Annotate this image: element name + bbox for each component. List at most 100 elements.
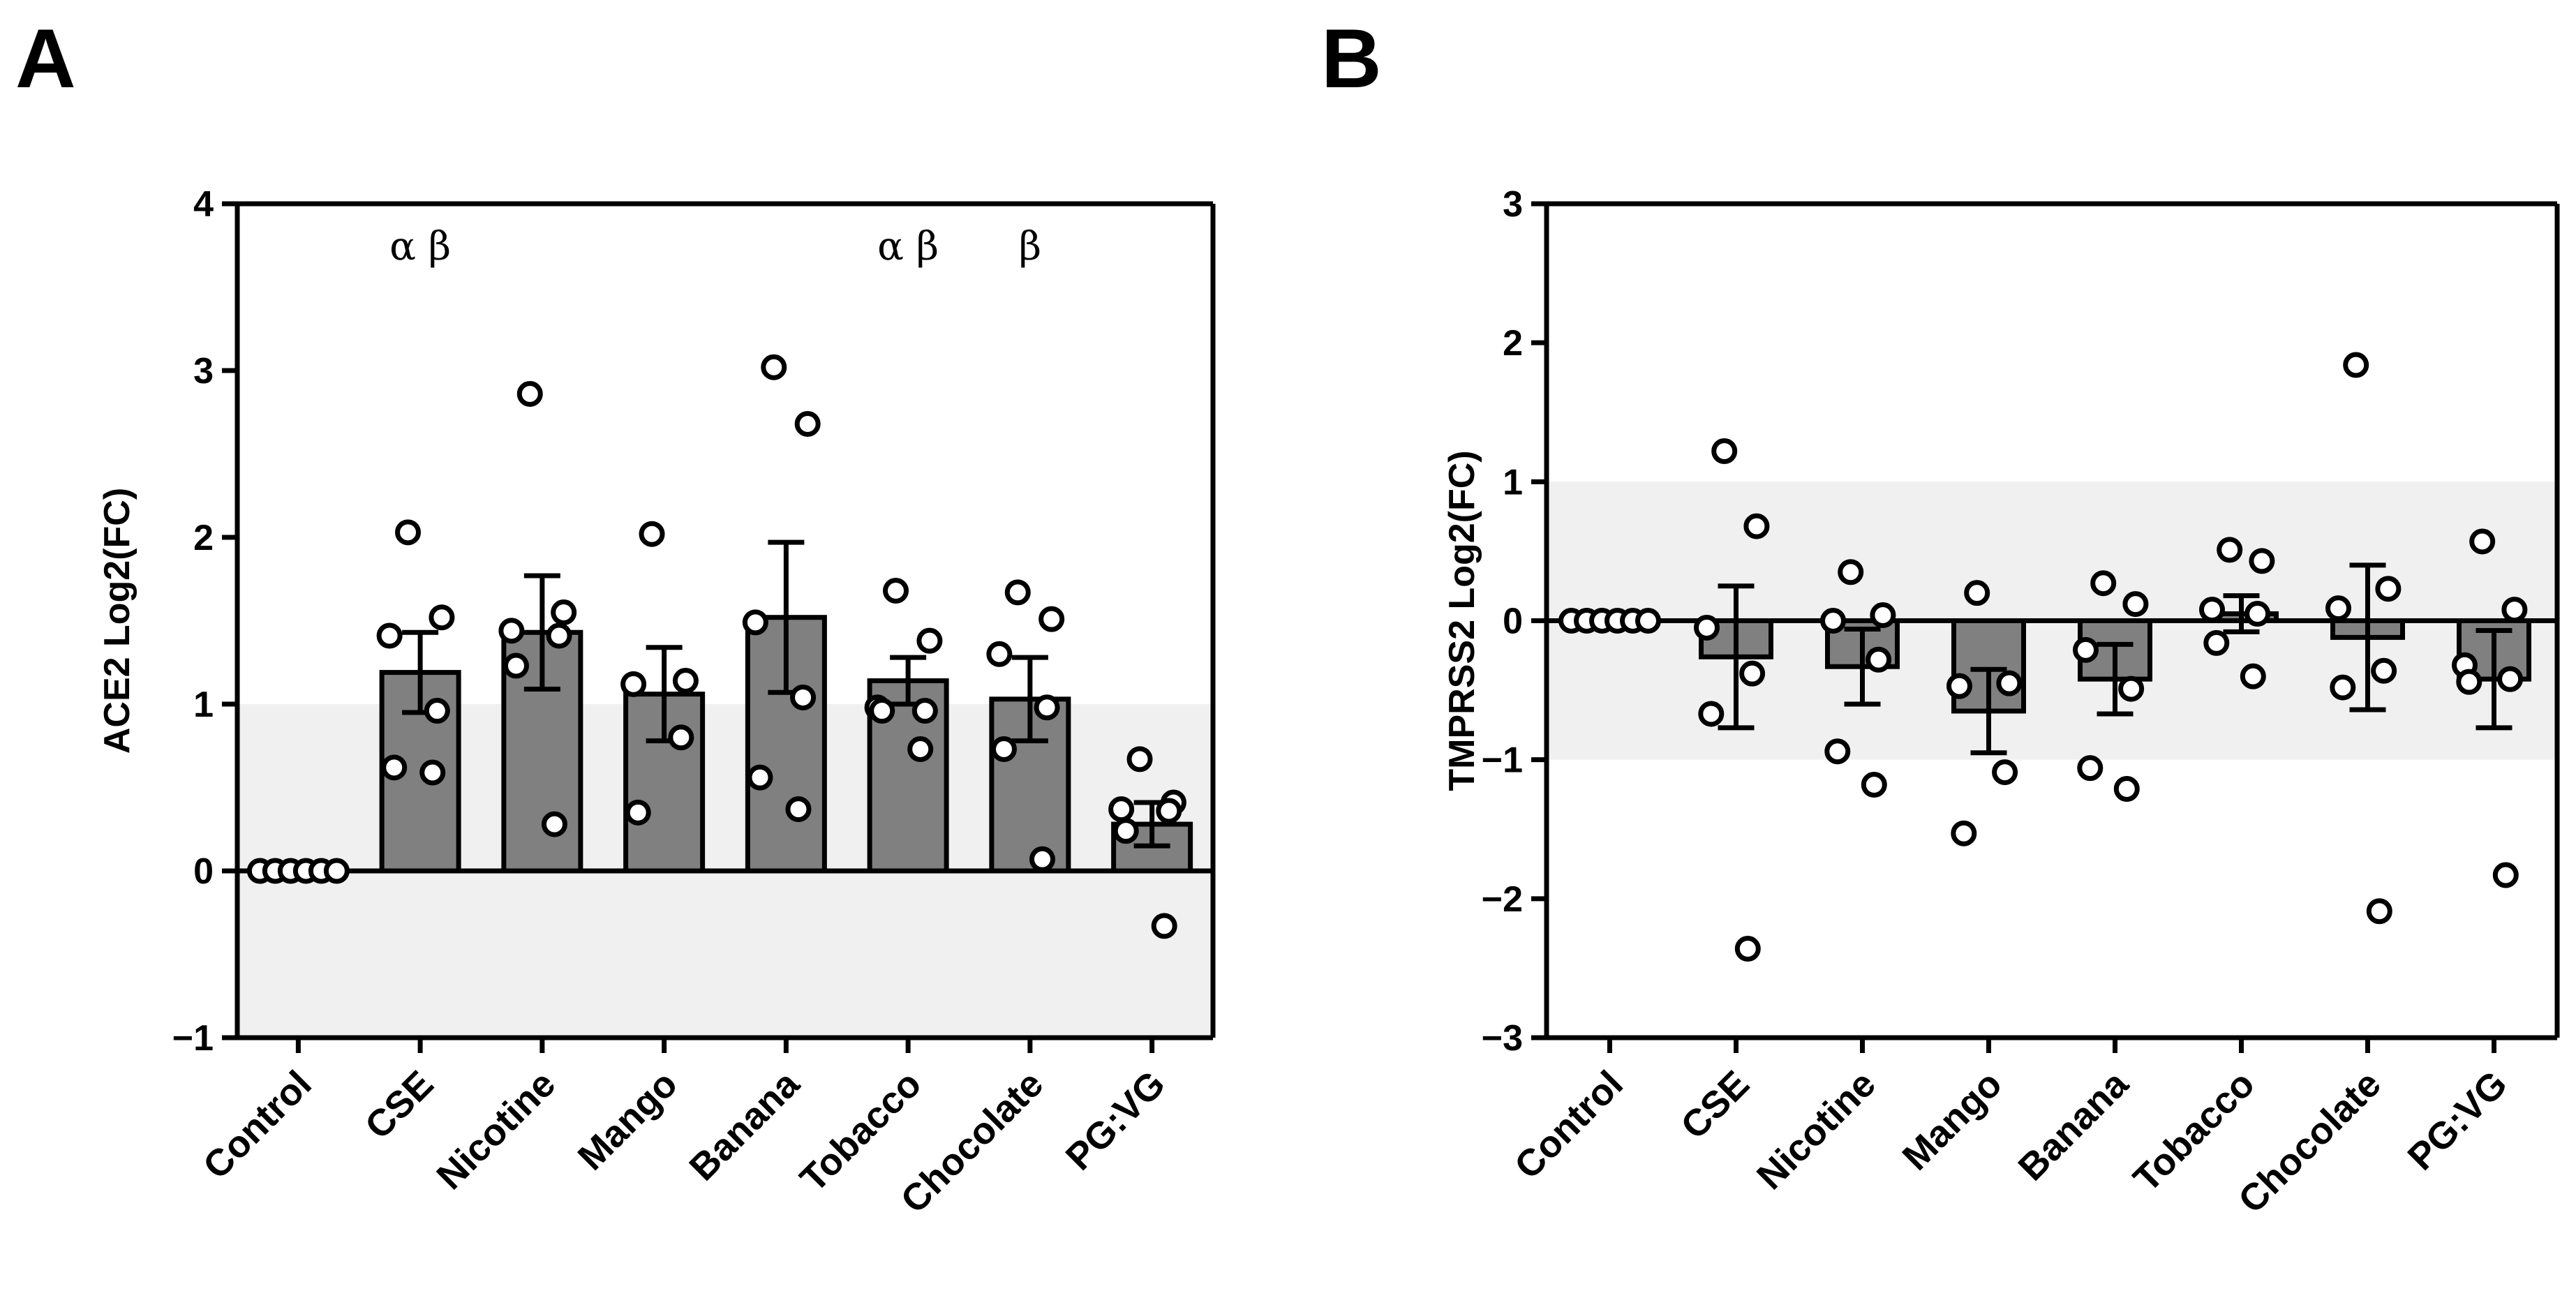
data-point xyxy=(1112,818,1139,844)
data-point xyxy=(1820,608,1846,634)
y-tick-label: 1 xyxy=(193,685,214,725)
y-tick-label: 2 xyxy=(193,518,214,558)
data-point xyxy=(916,627,943,654)
data-point xyxy=(1739,660,1766,687)
data-point xyxy=(2469,528,2496,555)
data-point xyxy=(869,698,895,724)
data-point xyxy=(1866,646,1892,673)
panel-label-b: B xyxy=(1321,12,1382,105)
x-tick-label-control: Control xyxy=(1507,1063,1631,1187)
y-tick-label: 1 xyxy=(1503,462,1523,502)
data-point xyxy=(2492,862,2519,888)
data-point xyxy=(747,764,773,791)
data-point xyxy=(323,858,350,884)
data-point xyxy=(502,652,529,679)
x-tick-label-nicotine: Nicotine xyxy=(1749,1063,1884,1197)
significance-annotation: α β xyxy=(877,224,939,269)
y-tick-label: 2 xyxy=(1503,323,1523,364)
significance-annotation: β xyxy=(1019,224,1041,269)
data-point xyxy=(2090,570,2117,597)
data-point xyxy=(2118,676,2145,702)
data-point xyxy=(1108,796,1135,823)
data-point xyxy=(1743,513,1770,539)
data-point xyxy=(1996,670,2023,696)
data-point xyxy=(424,698,450,724)
data-point xyxy=(2122,591,2149,618)
x-tick-label-cse: CSE xyxy=(1673,1063,1757,1147)
data-point xyxy=(2375,576,2402,602)
significance-annotation: α β xyxy=(389,224,451,269)
x-tick-label-control: Control xyxy=(195,1063,320,1187)
data-point xyxy=(1734,936,1761,962)
data-point xyxy=(794,410,821,437)
data-point xyxy=(883,577,909,604)
data-point xyxy=(376,622,403,649)
y-axis-label: TMPRSS2 Log2(FC) xyxy=(1442,450,1482,791)
data-point xyxy=(1964,580,1990,606)
y-tick-label: 3 xyxy=(1503,184,1523,225)
data-point xyxy=(1156,798,1182,824)
data-point xyxy=(761,354,787,380)
data-point xyxy=(2240,663,2266,689)
data-point xyxy=(1034,694,1060,721)
y-tick-label: 4 xyxy=(193,184,214,225)
data-point xyxy=(1824,738,1851,765)
data-point xyxy=(1038,606,1065,632)
data-point xyxy=(625,799,651,826)
data-point xyxy=(1635,608,1661,634)
data-point xyxy=(1992,759,2018,786)
data-point xyxy=(2343,352,2369,378)
y-tick-label: −1 xyxy=(1482,740,1523,781)
data-point xyxy=(1870,602,1896,629)
data-point xyxy=(2371,657,2397,684)
data-point xyxy=(1698,701,1725,727)
data-point xyxy=(2330,674,2356,701)
x-tick-label-mango: Mango xyxy=(1895,1063,2010,1178)
data-point xyxy=(395,519,422,546)
data-point xyxy=(2077,755,2104,782)
data-point xyxy=(2199,597,2225,623)
data-point xyxy=(1946,673,1972,699)
data-point xyxy=(986,641,1013,667)
data-point xyxy=(2113,775,2140,802)
panel-label-a: A xyxy=(15,12,76,105)
data-point xyxy=(1838,559,1864,585)
data-point xyxy=(381,754,408,781)
data-point xyxy=(2244,601,2271,627)
data-point xyxy=(911,698,938,724)
data-point xyxy=(2249,548,2275,574)
data-point xyxy=(2456,669,2482,695)
y-tick-label: −3 xyxy=(1482,1018,1523,1059)
data-point xyxy=(498,618,525,644)
data-point xyxy=(668,724,694,751)
data-point xyxy=(1004,579,1031,606)
y-tick-label: −1 xyxy=(172,1018,214,1059)
data-point xyxy=(429,604,455,631)
data-point xyxy=(541,811,567,837)
data-point xyxy=(2073,636,2099,663)
data-point xyxy=(639,521,665,547)
y-tick-label: 0 xyxy=(1503,602,1523,642)
data-point xyxy=(2501,597,2528,623)
data-point xyxy=(2325,595,2351,622)
data-point xyxy=(1694,614,1720,641)
data-point xyxy=(551,599,577,626)
data-point xyxy=(672,668,699,694)
y-axis-label: ACE2 Log2(FC) xyxy=(97,488,137,754)
data-point xyxy=(516,380,543,407)
x-tick-label-nicotine: Nicotine xyxy=(429,1063,563,1197)
data-point xyxy=(620,671,647,697)
x-tick-label-cse: CSE xyxy=(357,1063,442,1147)
data-point xyxy=(907,736,934,763)
data-point xyxy=(2217,537,2243,563)
data-point xyxy=(2497,666,2524,692)
data-point xyxy=(546,622,572,649)
data-point xyxy=(1126,746,1153,773)
data-point xyxy=(742,609,768,636)
data-point xyxy=(790,684,817,710)
data-point xyxy=(990,736,1017,763)
x-tick-label-banana: Banana xyxy=(2011,1062,2137,1188)
